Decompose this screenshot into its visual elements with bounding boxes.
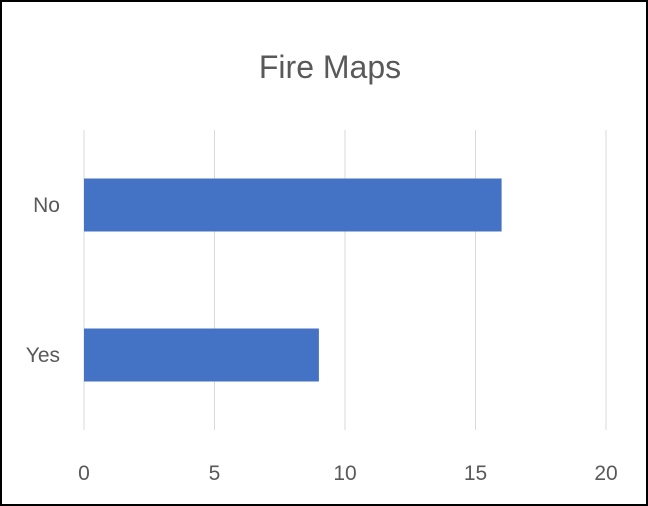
bar-no [84, 178, 502, 232]
x-axis-tick-labels: 0 5 10 15 20 [78, 462, 618, 485]
bars [84, 178, 502, 382]
x-tick-label-15: 15 [464, 462, 487, 485]
category-label-yes: Yes [26, 344, 60, 367]
category-label-no: No [33, 194, 60, 217]
bar-yes [84, 328, 319, 382]
x-tick-label-5: 5 [209, 462, 221, 485]
x-tick-label-20: 20 [594, 462, 617, 485]
chart-title: Fire Maps [259, 49, 401, 85]
x-tick-label-10: 10 [333, 462, 356, 485]
gridlines [83, 130, 607, 430]
x-tick-label-0: 0 [78, 462, 90, 485]
category-labels: Yes No [26, 194, 60, 367]
